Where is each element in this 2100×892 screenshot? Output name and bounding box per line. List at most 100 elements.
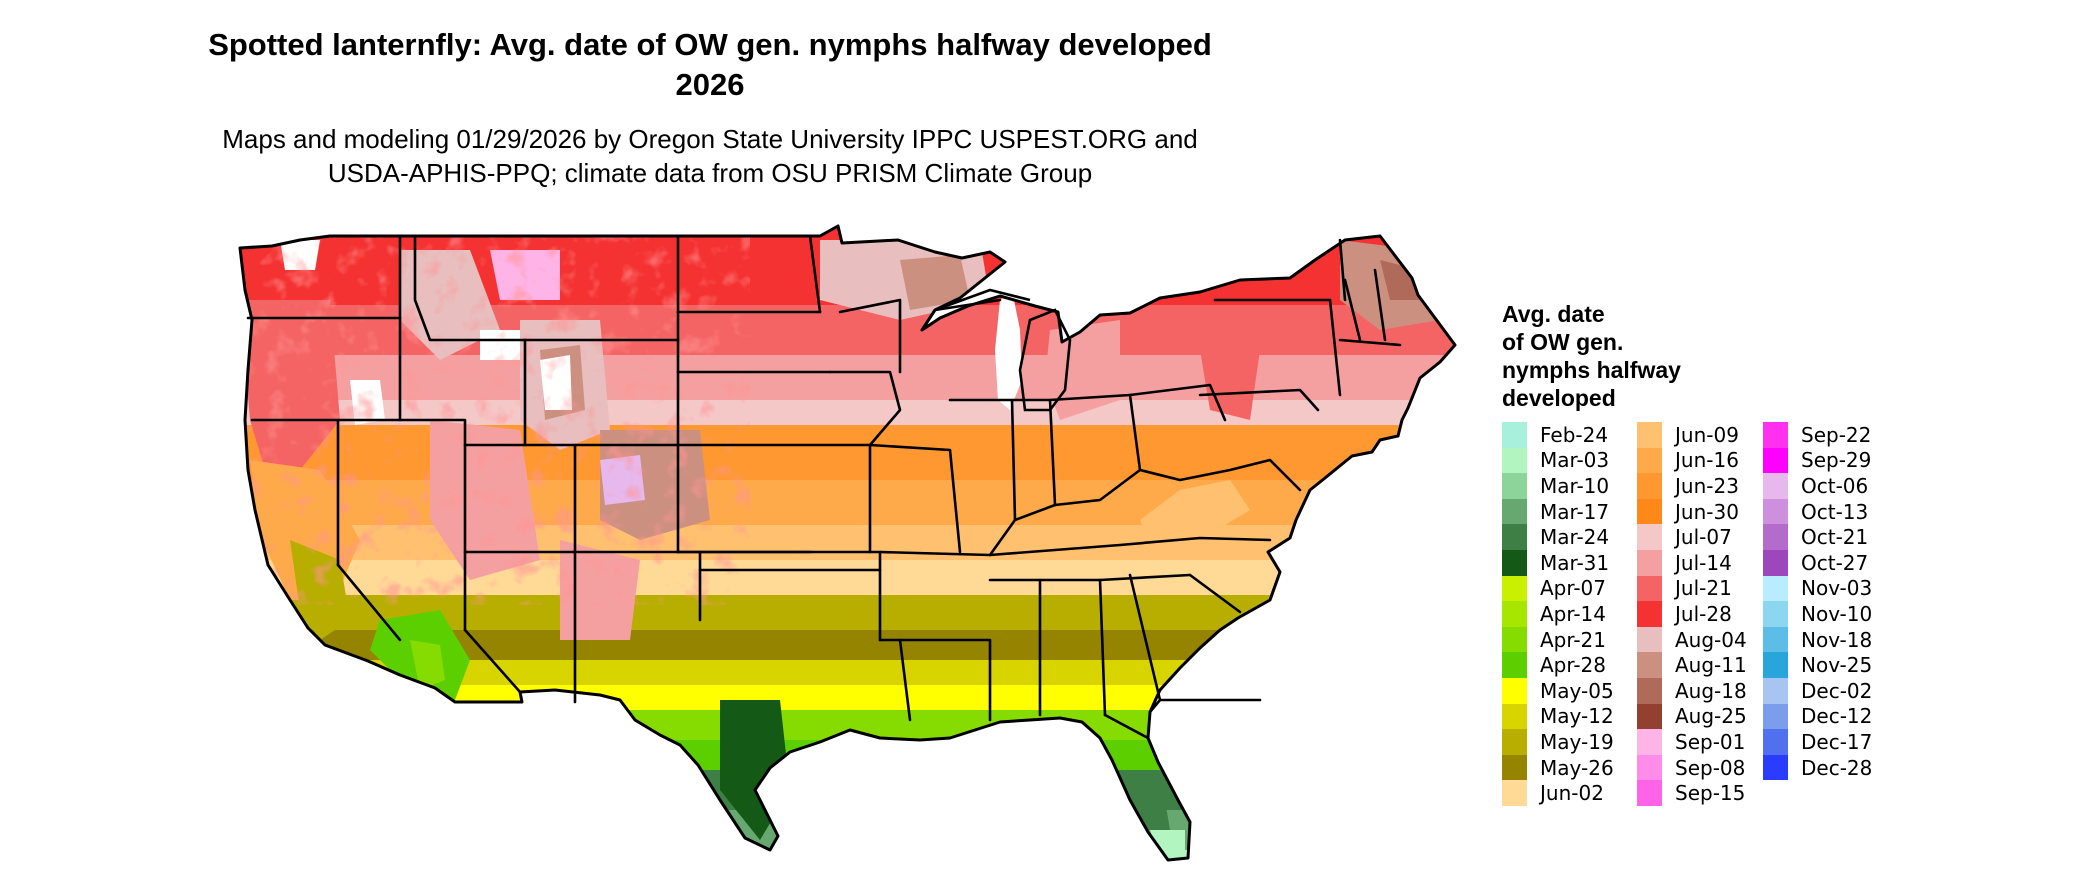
legend-label: Nov-18 bbox=[1801, 627, 1873, 652]
legend-item: Mar-31 bbox=[1502, 549, 1614, 576]
legend-title-line-2: of OW gen. bbox=[1502, 329, 1624, 355]
legend-label: Sep-01 bbox=[1675, 729, 1746, 754]
legend-title-line-3: nymphs halfway bbox=[1502, 357, 1681, 383]
legend-item: Mar-24 bbox=[1502, 524, 1614, 550]
legend-item: Sep-15 bbox=[1637, 780, 1747, 806]
legend-item: Mar-10 bbox=[1502, 473, 1614, 499]
legend-swatch bbox=[1763, 729, 1788, 755]
legend-item: Jul-21 bbox=[1637, 575, 1747, 602]
legend-item: Jun-30 bbox=[1637, 498, 1747, 525]
legend-label: Jun-23 bbox=[1675, 473, 1739, 498]
legend-swatch bbox=[1637, 626, 1662, 653]
legend-swatch bbox=[1637, 780, 1662, 806]
legend-item: Aug-18 bbox=[1637, 677, 1747, 704]
legend-swatch bbox=[1502, 601, 1527, 627]
legend-item: Nov-03 bbox=[1763, 575, 1873, 602]
legend-label: Mar-17 bbox=[1540, 499, 1610, 524]
legend-label: Sep-29 bbox=[1801, 448, 1872, 473]
legend-item: Apr-07 bbox=[1502, 575, 1614, 602]
legend-swatch bbox=[1763, 473, 1788, 499]
legend-label: Jul-21 bbox=[1675, 576, 1732, 601]
legend-item: Apr-21 bbox=[1502, 626, 1614, 653]
legend-label: Jul-28 bbox=[1675, 601, 1732, 626]
legend-label: Dec-12 bbox=[1801, 704, 1873, 729]
legend-label: Apr-28 bbox=[1540, 653, 1606, 678]
legend-label: Apr-14 bbox=[1540, 601, 1606, 626]
legend-swatch bbox=[1502, 677, 1527, 704]
legend-swatch bbox=[1763, 422, 1788, 448]
legend-swatch bbox=[1637, 601, 1662, 627]
legend-swatch bbox=[1637, 677, 1662, 704]
map-title-line-1: Spotted lanternfly: Avg. date of OW gen.… bbox=[208, 27, 1212, 62]
legend-label: Oct-13 bbox=[1801, 499, 1869, 524]
legend-item: Feb-24 bbox=[1502, 422, 1614, 448]
legend-label: Oct-06 bbox=[1801, 473, 1869, 498]
legend-swatch bbox=[1502, 447, 1527, 474]
legend-item: Sep-08 bbox=[1637, 754, 1747, 781]
legend-item: Nov-10 bbox=[1763, 601, 1872, 627]
legend-label: Jul-14 bbox=[1675, 550, 1732, 575]
legend-swatch bbox=[1763, 677, 1788, 704]
map-title-line-2: 2026 bbox=[675, 67, 745, 102]
legend-label: Mar-10 bbox=[1540, 473, 1610, 498]
legend-item: Mar-17 bbox=[1502, 498, 1614, 525]
map-subtitle-line-2: USDA-APHIS-PPQ; climate data from OSU PR… bbox=[327, 158, 1093, 188]
legend-label: May-05 bbox=[1540, 678, 1614, 703]
legend-swatch bbox=[1763, 601, 1788, 627]
legend-swatch bbox=[1502, 626, 1527, 653]
legend-swatch bbox=[1763, 652, 1788, 678]
legend-label: May-26 bbox=[1540, 755, 1614, 780]
legend-swatch bbox=[1763, 575, 1788, 602]
legend-label: Mar-31 bbox=[1540, 550, 1610, 575]
legend-label: Dec-02 bbox=[1801, 678, 1873, 703]
legend-item: Jul-28 bbox=[1637, 601, 1747, 627]
legend-label: Nov-03 bbox=[1801, 576, 1873, 601]
legend-label: Apr-21 bbox=[1540, 627, 1606, 652]
legend-item: Jun-02 bbox=[1502, 780, 1614, 806]
legend-swatch bbox=[1502, 780, 1527, 806]
legend-label: Sep-08 bbox=[1675, 755, 1746, 780]
legend-label: Aug-04 bbox=[1675, 627, 1747, 652]
legend-swatch bbox=[1502, 575, 1527, 602]
legend-label: Jul-07 bbox=[1675, 525, 1732, 550]
legend-swatch bbox=[1502, 549, 1527, 576]
legend-label: Aug-18 bbox=[1675, 678, 1747, 703]
legend-item: Jun-09 bbox=[1637, 422, 1747, 448]
legend-label: Aug-11 bbox=[1675, 653, 1747, 678]
legend-label: May-19 bbox=[1540, 729, 1614, 754]
legend-swatch bbox=[1637, 422, 1662, 448]
legend-swatch bbox=[1763, 754, 1788, 781]
legend-item: Jun-23 bbox=[1637, 473, 1747, 499]
legend-swatch bbox=[1637, 549, 1662, 576]
legend-swatch bbox=[1502, 473, 1527, 499]
legend-label: Nov-10 bbox=[1801, 601, 1873, 626]
legend-item: Jul-07 bbox=[1637, 524, 1747, 550]
legend-label: Sep-15 bbox=[1675, 781, 1746, 806]
legend-label: Sep-22 bbox=[1801, 422, 1872, 447]
legend-label: Dec-17 bbox=[1801, 729, 1873, 754]
legend-swatch bbox=[1502, 422, 1527, 448]
legend-item: Dec-17 bbox=[1763, 729, 1872, 755]
legend-column-1: Feb-24 Mar-03 Mar-10 Mar-17 Mar-24 Mar-31 Apr-… bbox=[1502, 422, 1614, 806]
legend-item: Sep-01 bbox=[1637, 729, 1747, 755]
legend-item: Sep-29 bbox=[1763, 447, 1872, 474]
legend-item: Oct-27 bbox=[1763, 549, 1872, 576]
legend-swatch bbox=[1637, 524, 1662, 550]
map-subtitle: Maps and modeling 01/29/2026 by Oregon S… bbox=[180, 122, 1240, 190]
legend-label: Dec-28 bbox=[1801, 755, 1873, 780]
legend-label: Oct-21 bbox=[1801, 525, 1869, 550]
legend-item: Oct-13 bbox=[1763, 498, 1872, 525]
legend-label: Mar-03 bbox=[1540, 448, 1610, 473]
legend-item: Nov-18 bbox=[1763, 626, 1873, 653]
legend-label: Jun-02 bbox=[1540, 781, 1604, 806]
legend-swatch bbox=[1502, 754, 1527, 781]
map-subtitle-line-1: Maps and modeling 01/29/2026 by Oregon S… bbox=[222, 124, 1198, 154]
legend-item: Aug-04 bbox=[1637, 626, 1747, 653]
legend-swatch bbox=[1637, 575, 1662, 602]
legend-column-3: Sep-22 Sep-29 Oct-06 Oct-13 Oct-21 Oct-27 Nov-… bbox=[1763, 422, 1873, 781]
legend-swatch bbox=[1763, 703, 1788, 730]
legend-label: Oct-27 bbox=[1801, 550, 1869, 575]
legend-item: Dec-02 bbox=[1763, 677, 1873, 704]
legend-label: Jun-09 bbox=[1675, 422, 1739, 447]
legend-swatch bbox=[1502, 729, 1527, 755]
